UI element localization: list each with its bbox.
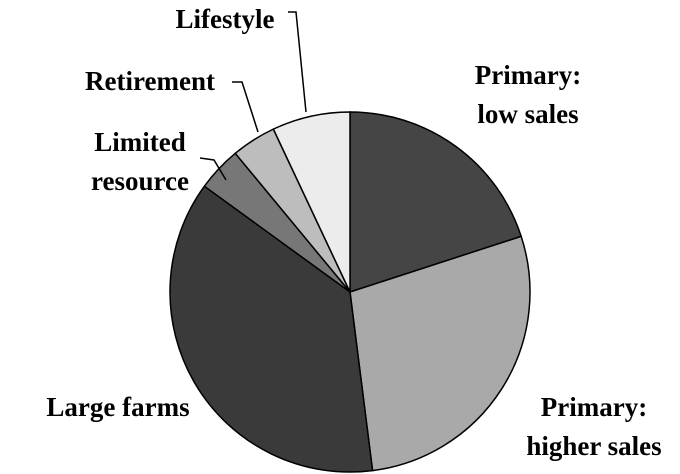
slice-label-line: Primary: xyxy=(541,392,647,422)
slice-label-line: higher sales xyxy=(526,431,661,461)
slice-label: Large farms xyxy=(46,392,189,422)
leader-line xyxy=(199,157,227,181)
labels: Primary: low sales Primary: higher sales Lar… xyxy=(46,4,661,461)
slice-label: Lifestyle xyxy=(176,4,275,34)
slice-label-line: Retirement xyxy=(85,66,215,96)
slice-label-line: Large farms xyxy=(46,392,189,422)
slice-label: Limited resource xyxy=(91,127,189,196)
slice-label: Retirement xyxy=(85,66,215,96)
leader-line xyxy=(232,81,259,133)
slice-label: Primary: low sales xyxy=(475,60,581,129)
slice-label-line: resource xyxy=(91,166,189,196)
pie-slice xyxy=(169,185,374,473)
slice-label-line: low sales xyxy=(477,99,578,129)
slice-label: Primary: higher sales xyxy=(526,392,661,461)
pie-slice xyxy=(349,235,531,472)
slice-label-line: Lifestyle xyxy=(176,4,275,34)
pie-slice xyxy=(272,111,351,293)
slice-label-line: Primary: xyxy=(475,60,581,90)
leader-line xyxy=(288,11,307,113)
pie xyxy=(169,111,531,473)
slice-label-line: Limited xyxy=(94,127,186,157)
pie-slice xyxy=(349,111,523,294)
